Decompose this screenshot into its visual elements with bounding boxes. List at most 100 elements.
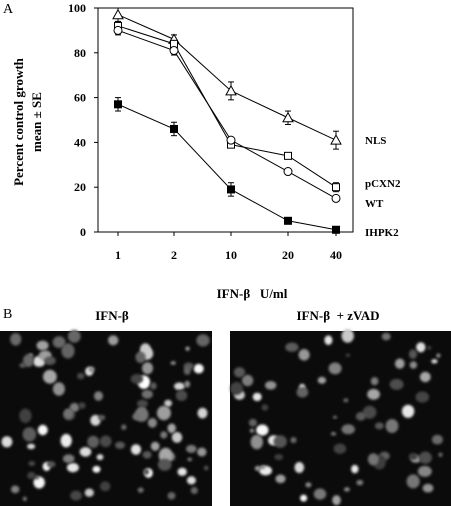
cell <box>69 402 80 412</box>
cell <box>150 441 160 451</box>
cell <box>401 404 415 418</box>
cell <box>27 443 36 450</box>
cell <box>332 495 341 506</box>
cell <box>34 475 40 480</box>
cell <box>186 476 196 485</box>
cell <box>294 462 305 473</box>
cell <box>406 474 420 489</box>
cell <box>11 485 20 494</box>
series-label-wt: WT <box>365 198 384 210</box>
x-tick-label: 1 <box>115 248 121 262</box>
cell <box>265 381 277 390</box>
cell <box>22 496 27 501</box>
cell <box>94 391 103 401</box>
cell <box>67 329 81 343</box>
data-point-wt <box>169 46 179 56</box>
data-point-nls <box>112 8 124 20</box>
cell <box>23 354 34 367</box>
micrograph-left-cells <box>1 329 210 501</box>
data-markers <box>112 8 342 234</box>
data-point-ihpk2 <box>284 216 292 225</box>
cell <box>135 351 146 363</box>
cell <box>250 434 263 450</box>
cell <box>427 346 432 350</box>
series-labels: NLS pCXN2 WT IHPK2 <box>365 135 401 239</box>
cell <box>343 398 349 403</box>
cell <box>261 404 269 411</box>
cell <box>52 382 65 396</box>
series-line-pcxn2 <box>117 25 337 188</box>
cell <box>46 461 56 468</box>
cell <box>97 414 106 421</box>
cell <box>79 447 92 457</box>
series-label-pcxn2: pCXN2 <box>365 178 401 190</box>
y-tick-label: 20 <box>74 180 86 194</box>
cell <box>419 371 431 383</box>
cell <box>343 487 350 492</box>
micrograph-right-cells <box>230 329 443 506</box>
cell <box>190 486 198 495</box>
x-axis-ticks: 1 2 10 20 40 <box>115 232 342 262</box>
cell <box>248 418 257 427</box>
cell <box>385 419 399 433</box>
y-axis-ticks: 0 20 40 60 80 100 <box>68 1 98 239</box>
series-label-ihpk2: IHPK2 <box>365 227 399 239</box>
cell <box>174 382 185 391</box>
cell <box>156 405 171 421</box>
cell <box>328 362 342 375</box>
cell <box>121 424 127 431</box>
cell <box>28 461 36 466</box>
cell <box>196 334 210 347</box>
cell <box>88 366 95 373</box>
cell <box>175 390 188 401</box>
cell <box>130 374 144 384</box>
series-label-nls: NLS <box>365 135 386 147</box>
series-line-nls <box>117 14 337 141</box>
cell <box>418 451 432 464</box>
y-tick-label: 40 <box>74 135 86 149</box>
cell <box>157 458 172 471</box>
cell <box>61 343 75 359</box>
cell <box>147 418 157 428</box>
cell <box>256 424 269 436</box>
cell <box>115 441 125 449</box>
data-point-wt <box>226 135 236 145</box>
cell <box>275 474 286 484</box>
plot-frame <box>97 7 354 233</box>
cell <box>367 453 379 466</box>
data-point-wt <box>113 25 123 35</box>
cell <box>63 408 74 419</box>
cell <box>193 363 204 374</box>
cell <box>333 415 337 419</box>
cell <box>355 412 366 421</box>
cell <box>177 467 187 476</box>
cell <box>22 427 37 442</box>
cell <box>298 349 310 361</box>
cell <box>274 454 284 461</box>
cell <box>78 402 86 409</box>
data-point-ihpk2 <box>227 185 235 194</box>
cell <box>60 433 72 448</box>
series-line-ihpk2 <box>117 103 337 231</box>
cell <box>99 435 112 448</box>
cell <box>252 392 262 402</box>
cell <box>436 353 441 358</box>
cell <box>186 444 197 453</box>
cell <box>324 335 333 346</box>
cell <box>356 479 364 486</box>
cell <box>408 349 418 360</box>
cell <box>70 490 82 501</box>
cell <box>184 380 191 388</box>
data-point-ihpk2 <box>170 124 178 133</box>
cell <box>197 447 207 457</box>
cell <box>1 436 13 448</box>
cell <box>185 346 190 351</box>
data-point-pcxn2 <box>284 151 292 160</box>
cell <box>233 367 246 378</box>
cell <box>351 464 359 474</box>
y-tick-label: 100 <box>68 1 86 15</box>
cell <box>394 358 405 369</box>
cell <box>137 399 148 408</box>
